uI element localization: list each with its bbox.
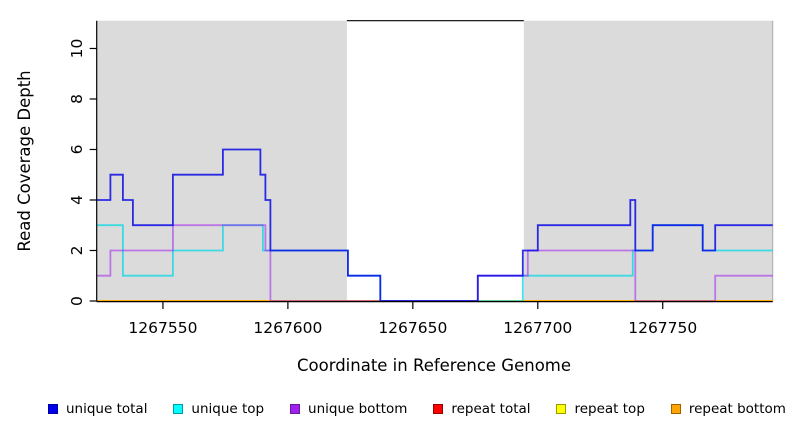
legend-item: unique total (48, 401, 147, 417)
shaded-region (96, 20, 347, 301)
y-tick-label: 6 (68, 145, 86, 155)
legend-swatch (290, 404, 301, 414)
legend-label: unique total (66, 401, 148, 417)
y-tick-label: 10 (68, 39, 86, 59)
series-line-unique-total (96, 148, 773, 302)
plot-borders (346, 20, 774, 301)
x-axis-title: Coordinate in Reference Genome (297, 356, 571, 375)
legend-swatch (173, 404, 184, 414)
legend-swatch (48, 404, 58, 414)
legend-swatch (556, 404, 567, 414)
legend-label: repeat bottom (688, 401, 786, 417)
legend-label: repeat top (574, 401, 645, 417)
x-tick-label: 1267600 (253, 319, 322, 337)
y-axis-title: Read Coverage Depth (15, 70, 34, 251)
y-tick-label: 0 (68, 296, 86, 306)
legend-item: repeat total (433, 401, 531, 417)
shaded-region (523, 20, 773, 301)
y-tick-label: 2 (68, 246, 86, 256)
legend: unique total unique top unique bottom repea… (48, 398, 786, 420)
legend-item: repeat top (556, 401, 645, 417)
legend-item: repeat bottom (670, 401, 786, 417)
legend-item: unique top (173, 401, 264, 417)
legend-label: repeat total (451, 401, 531, 417)
x-tick-label: 1267700 (503, 319, 572, 337)
legend-item: unique bottom (290, 401, 407, 417)
y-tick-label: 8 (68, 94, 86, 104)
x-tick-label: 1267550 (128, 319, 197, 337)
legend-label: unique top (191, 401, 265, 417)
x-tick-label: 1267650 (378, 319, 447, 337)
legend-swatch (670, 404, 681, 414)
y-tick-label: 4 (68, 195, 86, 205)
shaded-regions (96, 20, 773, 301)
x-tick-label: 1267750 (628, 319, 697, 337)
axes: 1267550 1267600 1267650 1267700 1267750 0 2 4 6 8… (68, 20, 773, 337)
legend-label: unique bottom (308, 401, 408, 417)
legend-swatch (433, 404, 444, 414)
